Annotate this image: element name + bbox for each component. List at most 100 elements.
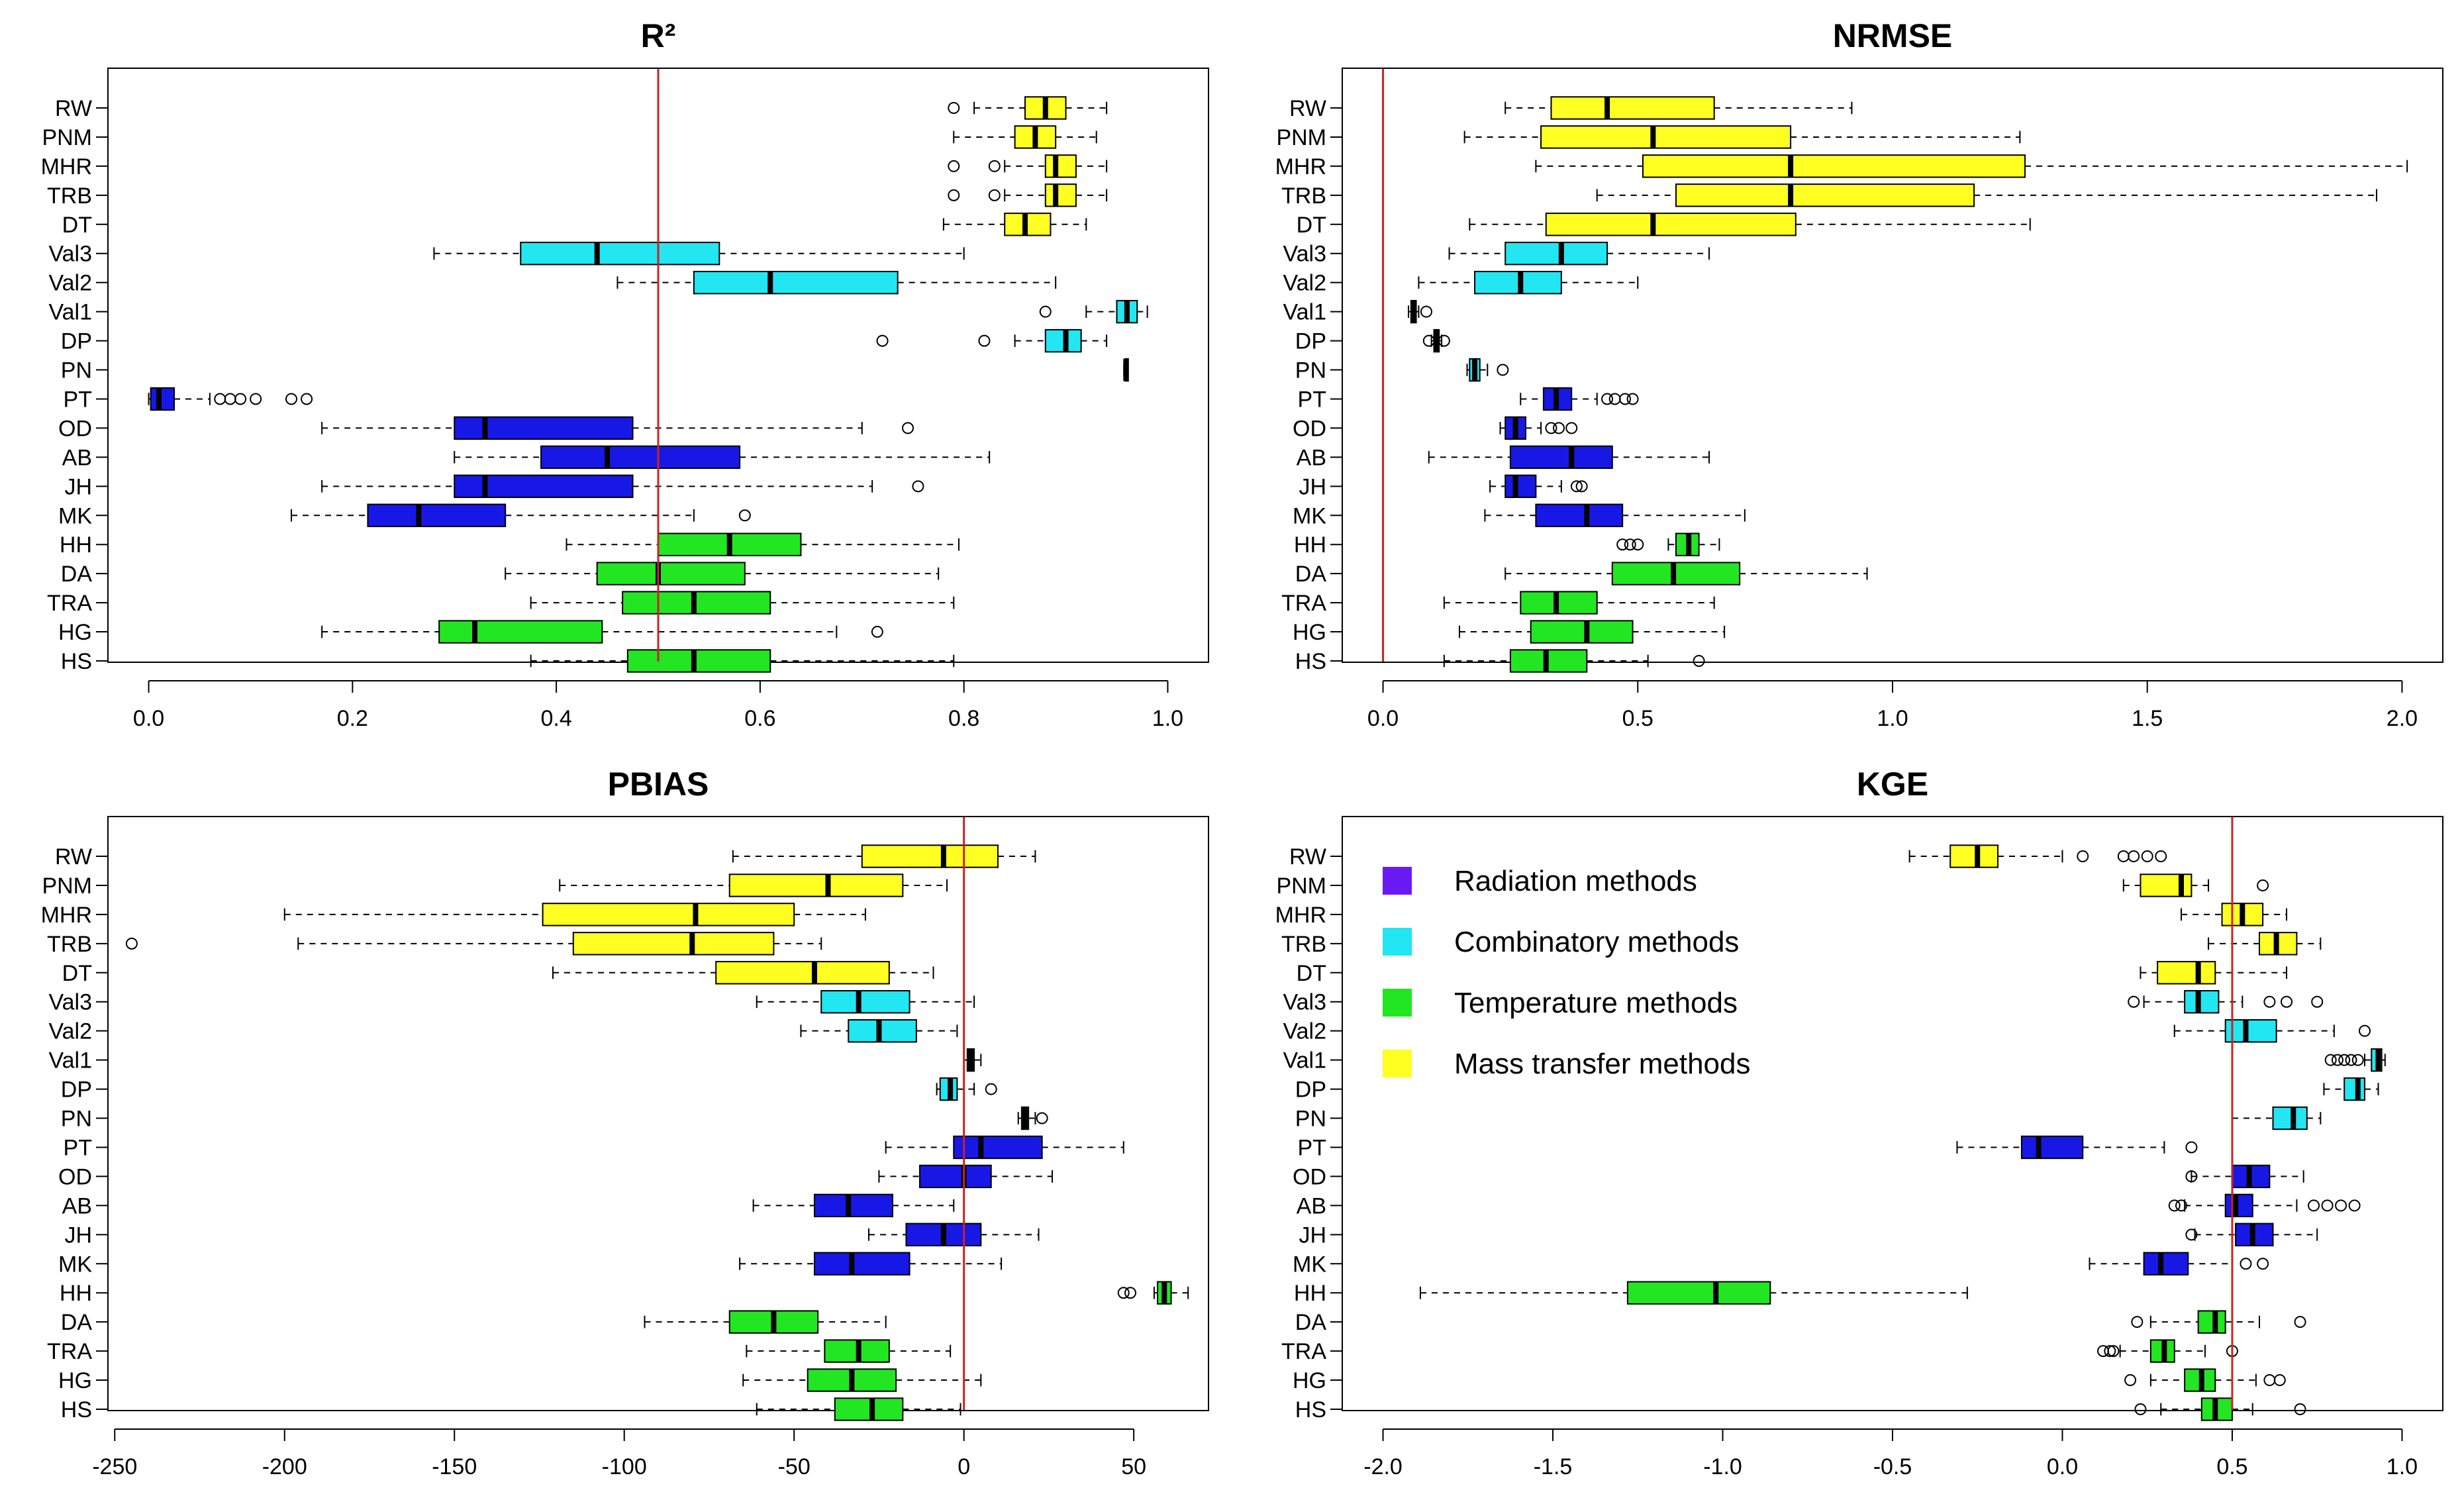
y-tick-label: PT bbox=[64, 387, 92, 412]
box-hs: HS bbox=[61, 1397, 961, 1422]
outlier-point bbox=[224, 393, 236, 405]
iqr-box bbox=[848, 1019, 917, 1043]
outlier-point bbox=[285, 393, 297, 405]
outlier-point bbox=[871, 626, 883, 638]
box-val1: Val1 bbox=[1283, 1048, 2386, 1073]
outlier-point bbox=[2338, 1054, 2351, 1066]
box-jh: JH bbox=[64, 474, 924, 499]
iqr-box bbox=[1509, 445, 1613, 470]
outlier-point bbox=[2107, 1345, 2120, 1358]
outlier-point bbox=[2321, 1199, 2334, 1212]
box-pn: PN bbox=[61, 1107, 1048, 1132]
x-tick-label: 0 bbox=[958, 1454, 970, 1479]
box-dp: DP bbox=[61, 329, 1108, 354]
panel-title-r2: R² bbox=[641, 17, 676, 54]
legend-swatch bbox=[1383, 989, 1412, 1017]
box-trb: TRB bbox=[1281, 932, 2322, 957]
y-tick-label: HG bbox=[1293, 1368, 1326, 1393]
box-mhr: MHR bbox=[1275, 154, 2408, 179]
outlier-point bbox=[2185, 1228, 2198, 1241]
y-tick-label: TRA bbox=[1281, 1339, 1326, 1364]
iqr-box bbox=[1545, 213, 1797, 236]
y-tick-label: TRB bbox=[47, 932, 92, 957]
box-mk: MK bbox=[1293, 1252, 2269, 1277]
outlier-point bbox=[1545, 422, 1557, 434]
box-hh: HH bbox=[60, 1281, 1189, 1306]
box-dp: DP bbox=[1295, 329, 1450, 354]
y-tick-label: PT bbox=[1298, 387, 1326, 412]
y-tick-label: HG bbox=[58, 1368, 92, 1393]
box-rw: RW bbox=[55, 96, 1108, 121]
panel-pbias: PBIAS -250 -200 -150 -100 -50 0 50 RW PNM MHR TRB DT… bbox=[41, 766, 1209, 1479]
box-od: OD bbox=[58, 416, 914, 441]
box-tra: TRA bbox=[1281, 1339, 2238, 1364]
y-tick-label: MHR bbox=[1275, 903, 1326, 928]
outlier-point bbox=[1124, 1287, 1137, 1299]
box-rw: RW bbox=[1289, 96, 1853, 121]
y-tick-label: MK bbox=[58, 1252, 92, 1277]
y-tick-label: DT bbox=[1297, 213, 1326, 238]
iqr-box bbox=[520, 242, 720, 266]
y-tick-label: DA bbox=[1295, 562, 1327, 587]
box-od: OD bbox=[58, 1164, 1054, 1189]
outlier-point bbox=[1036, 1112, 1048, 1124]
outlier-point bbox=[1601, 393, 1614, 405]
outlier-point bbox=[2311, 995, 2324, 1008]
box-rw: RW bbox=[1289, 844, 2167, 870]
iqr-box bbox=[918, 1164, 992, 1189]
legend-item-mass-transfer: Mass transfer methods bbox=[1383, 1048, 1751, 1080]
outlier-point bbox=[2273, 1374, 2286, 1387]
y-tick-label: JH bbox=[64, 474, 92, 499]
box-dt: DT bbox=[62, 213, 1087, 238]
outlier-point bbox=[2141, 850, 2153, 862]
y-tick-label: OD bbox=[1293, 416, 1326, 441]
y-tick-label: Val2 bbox=[48, 1019, 92, 1044]
y-tick-label: DP bbox=[1295, 329, 1326, 354]
outlier-point bbox=[912, 480, 924, 493]
panel-r2: R² 0.0 0.2 0.4 0.6 0.8 1.0 RW PNM MHR TRB DT Val3 Val… bbox=[41, 17, 1209, 731]
iqr-box bbox=[540, 445, 741, 470]
outlier-point bbox=[1422, 334, 1435, 347]
y-tick-label: HS bbox=[1295, 649, 1326, 674]
outlier-point bbox=[902, 422, 914, 434]
iqr-box bbox=[2184, 990, 2220, 1014]
iqr-box bbox=[2224, 1019, 2277, 1043]
box-jh: JH bbox=[64, 1222, 1040, 1248]
outlier-point bbox=[2104, 1345, 2116, 1358]
outlier-point bbox=[2294, 1316, 2306, 1328]
y-tick-label: DP bbox=[61, 329, 92, 354]
x-tick-label: 2.0 bbox=[2387, 706, 2418, 731]
y-tick-label: HG bbox=[58, 620, 92, 645]
iqr-box bbox=[834, 1397, 904, 1421]
x-tick-label: -50 bbox=[778, 1454, 811, 1479]
y-tick-label: DT bbox=[62, 961, 92, 986]
box-rw: RW bbox=[55, 844, 1036, 870]
iqr-box bbox=[715, 961, 890, 985]
box-hg: HG bbox=[58, 1368, 982, 1393]
y-tick-label: DA bbox=[61, 562, 93, 587]
legend-swatch bbox=[1383, 867, 1412, 895]
y-tick-label: Val1 bbox=[1283, 1048, 1326, 1073]
y-tick-label: PN bbox=[61, 358, 92, 383]
iqr-box bbox=[596, 562, 746, 585]
y-tick-label: JH bbox=[1299, 474, 1326, 499]
outlier-point bbox=[2240, 1258, 2252, 1270]
y-tick-label: HH bbox=[60, 1281, 92, 1306]
y-tick-label: Val3 bbox=[1283, 990, 1326, 1015]
box-hh: HH bbox=[1294, 1281, 1968, 1306]
y-tick-label: TRB bbox=[1281, 932, 1326, 957]
x-tick-label: -2.0 bbox=[1363, 1454, 1403, 1479]
box-val1: Val1 bbox=[48, 300, 1148, 325]
iqr-box bbox=[693, 270, 899, 295]
x-tick-label: 0.2 bbox=[337, 706, 368, 731]
y-tick-label: DP bbox=[61, 1077, 92, 1103]
outlier-point bbox=[2128, 995, 2140, 1008]
y-tick-label: HS bbox=[1295, 1397, 1326, 1422]
box-pn: PN bbox=[61, 358, 1129, 383]
box-pnm: PNM bbox=[1276, 125, 2021, 150]
outlier-point bbox=[234, 393, 247, 405]
outlier-point bbox=[1693, 655, 1705, 667]
y-tick-label: JH bbox=[64, 1222, 92, 1248]
y-tick-label: PT bbox=[64, 1135, 92, 1160]
outlier-point bbox=[1624, 538, 1636, 551]
